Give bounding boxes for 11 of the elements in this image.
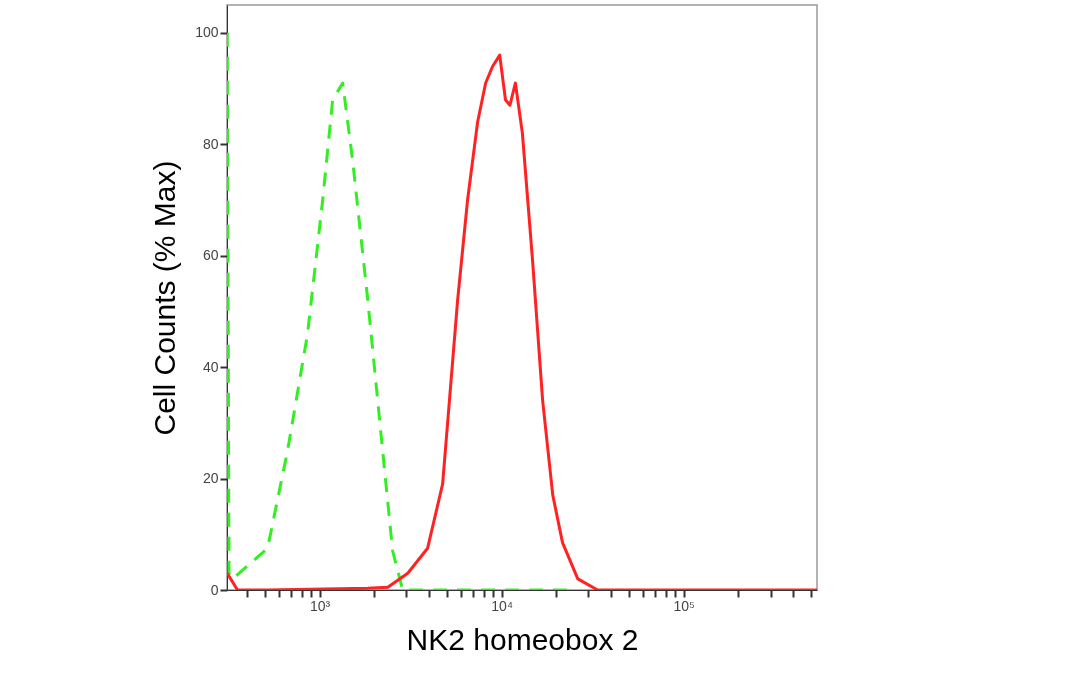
x-tick-label: 10⁴ [491, 597, 513, 614]
x-tick-label: 10³ [309, 597, 331, 614]
y-tick-label: 60 [202, 247, 219, 264]
y-tick-label: 100 [195, 24, 219, 41]
y-tick-label: 40 [202, 358, 219, 375]
y-tick-label: 80 [202, 135, 219, 152]
y-tick-label: 0 [210, 581, 219, 598]
x-tick-label: 10⁵ [673, 597, 695, 614]
y-axis-title: Cell Counts (% Max) [148, 160, 182, 436]
x-axis-title: NK2 homeobox 2 [406, 622, 639, 656]
y-tick-label: 20 [202, 470, 219, 487]
